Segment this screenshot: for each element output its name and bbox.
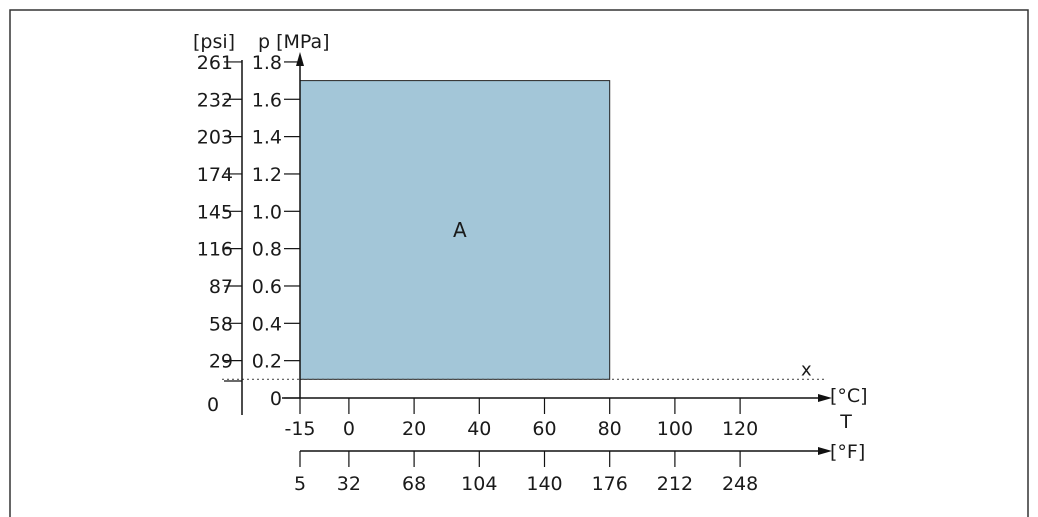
x2-tick-label: 176 (592, 473, 628, 495)
x2-axis-unit-label: [°F] (830, 441, 865, 463)
y-tick-label: 1.4 (252, 127, 282, 149)
x2-axis-arrow (818, 447, 832, 455)
x2-tick-label: 212 (657, 473, 693, 495)
y-tick-label: 0 (270, 388, 282, 410)
x2-axis-ticks: 5 32 68 104 140 176 212 248 (294, 451, 758, 495)
region-label: A (453, 218, 467, 242)
y2-axis-ticks: 0 29 58 87 116 145 174 203 232 261 (197, 52, 242, 416)
y-tick-label: 1.6 (252, 89, 282, 111)
y2-tick-label: 0 (207, 394, 219, 416)
y-tick-label: 1.0 (252, 201, 282, 223)
x-tick-label: 100 (657, 418, 693, 440)
x-axis-arrow (818, 394, 832, 402)
x-axis-symbol: T (839, 411, 852, 433)
x-tick-label: 60 (532, 418, 556, 440)
x-tick-label: 120 (722, 418, 758, 440)
x-tick-label: 0 (343, 418, 355, 440)
x-axis-ticks: -15 0 20 40 60 80 100 120 (284, 398, 758, 440)
y-axis-arrow (296, 52, 304, 66)
x2-tick-label: 5 (294, 473, 306, 495)
y-tick-label: 1.2 (252, 164, 282, 186)
y2-tick-label: 203 (197, 127, 233, 149)
y-axis-unit-label: p [MPa] (258, 31, 330, 53)
y2-tick-label: 116 (197, 239, 233, 261)
y2-tick-label: 232 (197, 89, 233, 111)
y-tick-label: 0.8 (252, 239, 282, 261)
y-tick-label: 0.4 (252, 313, 282, 335)
y2-tick-label: 145 (197, 201, 233, 223)
y2-tick-label: 261 (197, 52, 233, 74)
x-tick-label: 20 (402, 418, 426, 440)
x2-tick-label: 32 (337, 473, 361, 495)
x2-tick-label: 248 (722, 473, 758, 495)
y-tick-label: 0.2 (252, 351, 282, 373)
figure-border (9, 9, 1029, 517)
y2-tick-label: 29 (209, 351, 233, 373)
x-axis-unit-label: [°C] (830, 385, 868, 407)
y-tick-label: 0.6 (252, 276, 282, 298)
y2-tick-label: 58 (209, 313, 233, 335)
x2-tick-label: 140 (526, 473, 562, 495)
x2-tick-label: 68 (402, 473, 426, 495)
x-tick-label: -15 (284, 418, 315, 440)
x-tick-label: 80 (598, 418, 622, 440)
reference-line-label: x (801, 359, 812, 380)
y2-tick-label: 174 (197, 164, 233, 186)
y-tick-label: 1.8 (252, 52, 282, 74)
x-tick-label: 40 (467, 418, 491, 440)
region-a (299, 80, 611, 380)
y2-axis-unit-label: [psi] (193, 31, 235, 53)
y2-tick-label: 87 (209, 276, 233, 298)
y-axis-ticks: 0 0.2 0.4 0.6 0.8 1.0 1.2 1.4 1.6 1.8 (252, 52, 300, 410)
x2-tick-label: 104 (461, 473, 497, 495)
